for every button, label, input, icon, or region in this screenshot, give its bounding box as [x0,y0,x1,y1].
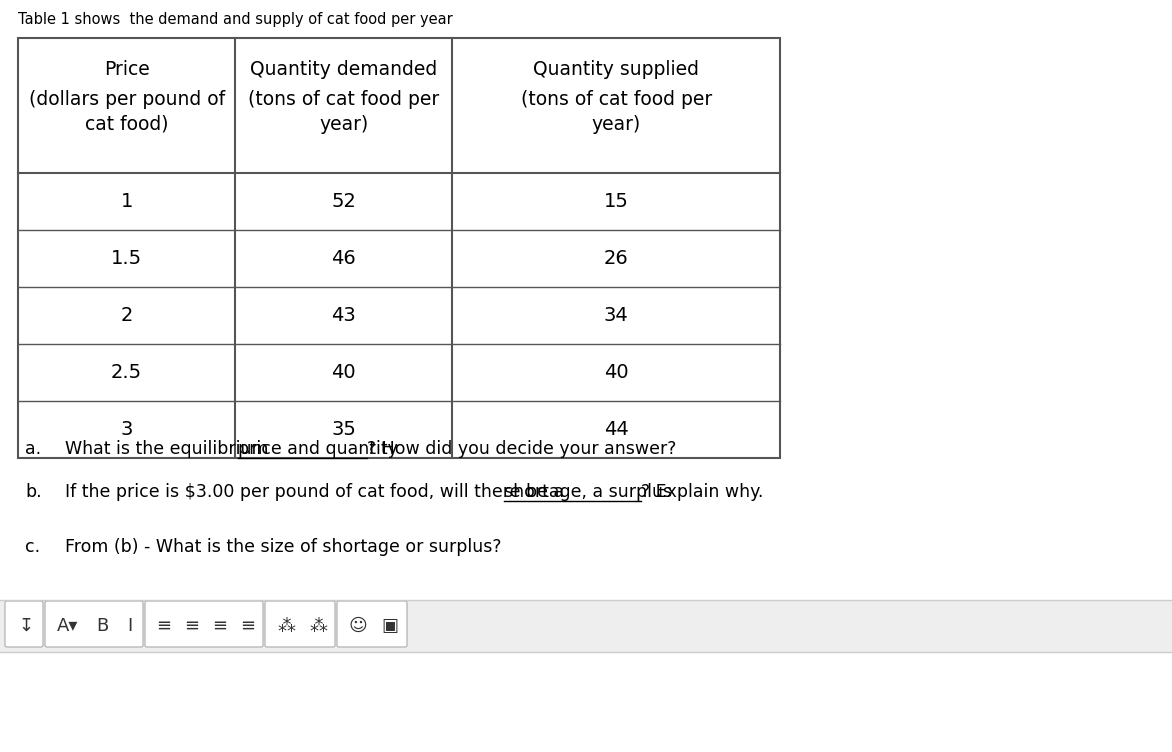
Text: 34: 34 [604,306,628,325]
FancyBboxPatch shape [338,601,407,647]
Text: (tons of cat food per
year): (tons of cat food per year) [248,90,440,134]
Text: B: B [96,617,108,635]
Text: (dollars per pound of
cat food): (dollars per pound of cat food) [28,90,225,134]
Text: 43: 43 [332,306,356,325]
Text: From (b) - What is the size of shortage or surplus?: From (b) - What is the size of shortage … [64,538,502,556]
Text: ≡: ≡ [184,617,199,635]
Bar [0,600,1172,652]
Text: ≡: ≡ [156,617,171,635]
Text: 15: 15 [604,192,628,211]
Text: 1.5: 1.5 [111,249,142,268]
Text: I: I [128,617,132,635]
Text: ⁂: ⁂ [277,617,295,635]
Text: Quantity supplied: Quantity supplied [533,60,700,79]
Text: 40: 40 [604,363,628,382]
Text: b.: b. [25,483,42,501]
Text: If the price is $3.00 per pound of cat food, will there be a: If the price is $3.00 per pound of cat f… [64,483,570,501]
Text: 1: 1 [121,192,132,211]
Text: ≡: ≡ [240,617,255,635]
Text: ↧: ↧ [19,617,34,635]
Text: shortage, a surplus: shortage, a surplus [504,483,673,501]
Text: c.: c. [25,538,40,556]
Text: ⁂: ⁂ [309,617,327,635]
Text: A▾: A▾ [57,617,79,635]
Text: ☺: ☺ [348,617,367,635]
Text: 52: 52 [332,192,356,211]
Text: ≡: ≡ [212,617,227,635]
Text: 3: 3 [121,420,132,439]
Text: ? Explain why.: ? Explain why. [641,483,763,501]
Bar [18,38,781,458]
Text: 44: 44 [604,420,628,439]
Text: ? How did you decide your answer?: ? How did you decide your answer? [367,440,676,458]
Text: price and quantity: price and quantity [238,440,397,458]
Text: 2: 2 [121,306,132,325]
FancyBboxPatch shape [5,601,43,647]
Text: 46: 46 [332,249,356,268]
Text: What is the equilibrium: What is the equilibrium [64,440,274,458]
FancyBboxPatch shape [265,601,335,647]
Text: (tons of cat food per
year): (tons of cat food per year) [520,90,711,134]
Text: ▣: ▣ [382,617,398,635]
Text: Price: Price [103,60,150,79]
Text: Quantity demanded: Quantity demanded [250,60,437,79]
Bar [0,652,1172,752]
Text: 40: 40 [332,363,356,382]
FancyBboxPatch shape [45,601,143,647]
Text: 2.5: 2.5 [111,363,142,382]
Text: Table 1 shows  the demand and supply of cat food per year: Table 1 shows the demand and supply of c… [18,12,452,27]
FancyBboxPatch shape [145,601,263,647]
Text: 35: 35 [332,420,356,439]
Text: a.: a. [25,440,41,458]
Text: 26: 26 [604,249,628,268]
